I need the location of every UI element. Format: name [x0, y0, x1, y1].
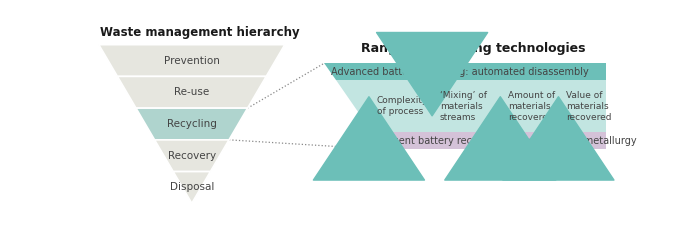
- Text: Prevention: Prevention: [164, 56, 220, 66]
- Polygon shape: [136, 108, 247, 140]
- Polygon shape: [117, 76, 266, 108]
- Polygon shape: [155, 140, 229, 172]
- Text: Recovery: Recovery: [168, 151, 216, 161]
- Text: Advanced battery recycling: automated disassembly: Advanced battery recycling: automated di…: [331, 67, 588, 77]
- Polygon shape: [173, 172, 210, 203]
- Text: Amount of
materials
recovered: Amount of materials recovered: [508, 91, 555, 122]
- Text: Complexity
of process: Complexity of process: [377, 96, 428, 116]
- Text: Waste management hierarchy: Waste management hierarchy: [100, 26, 300, 39]
- Polygon shape: [324, 63, 606, 80]
- Polygon shape: [99, 45, 285, 76]
- Text: Present battery recycling: shredding, pyrometallurgy: Present battery recycling: shredding, py…: [378, 136, 636, 146]
- Text: ‘Mixing’ of
materials
streams: ‘Mixing’ of materials streams: [440, 91, 487, 122]
- Text: Re-use: Re-use: [174, 87, 210, 97]
- Polygon shape: [336, 80, 606, 132]
- Text: Recycling: Recycling: [167, 119, 216, 129]
- Text: Range of recycling technologies: Range of recycling technologies: [361, 42, 586, 55]
- Text: Disposal: Disposal: [170, 183, 214, 193]
- Polygon shape: [372, 132, 606, 149]
- Text: Value of
materials
recovered: Value of materials recovered: [566, 91, 612, 122]
